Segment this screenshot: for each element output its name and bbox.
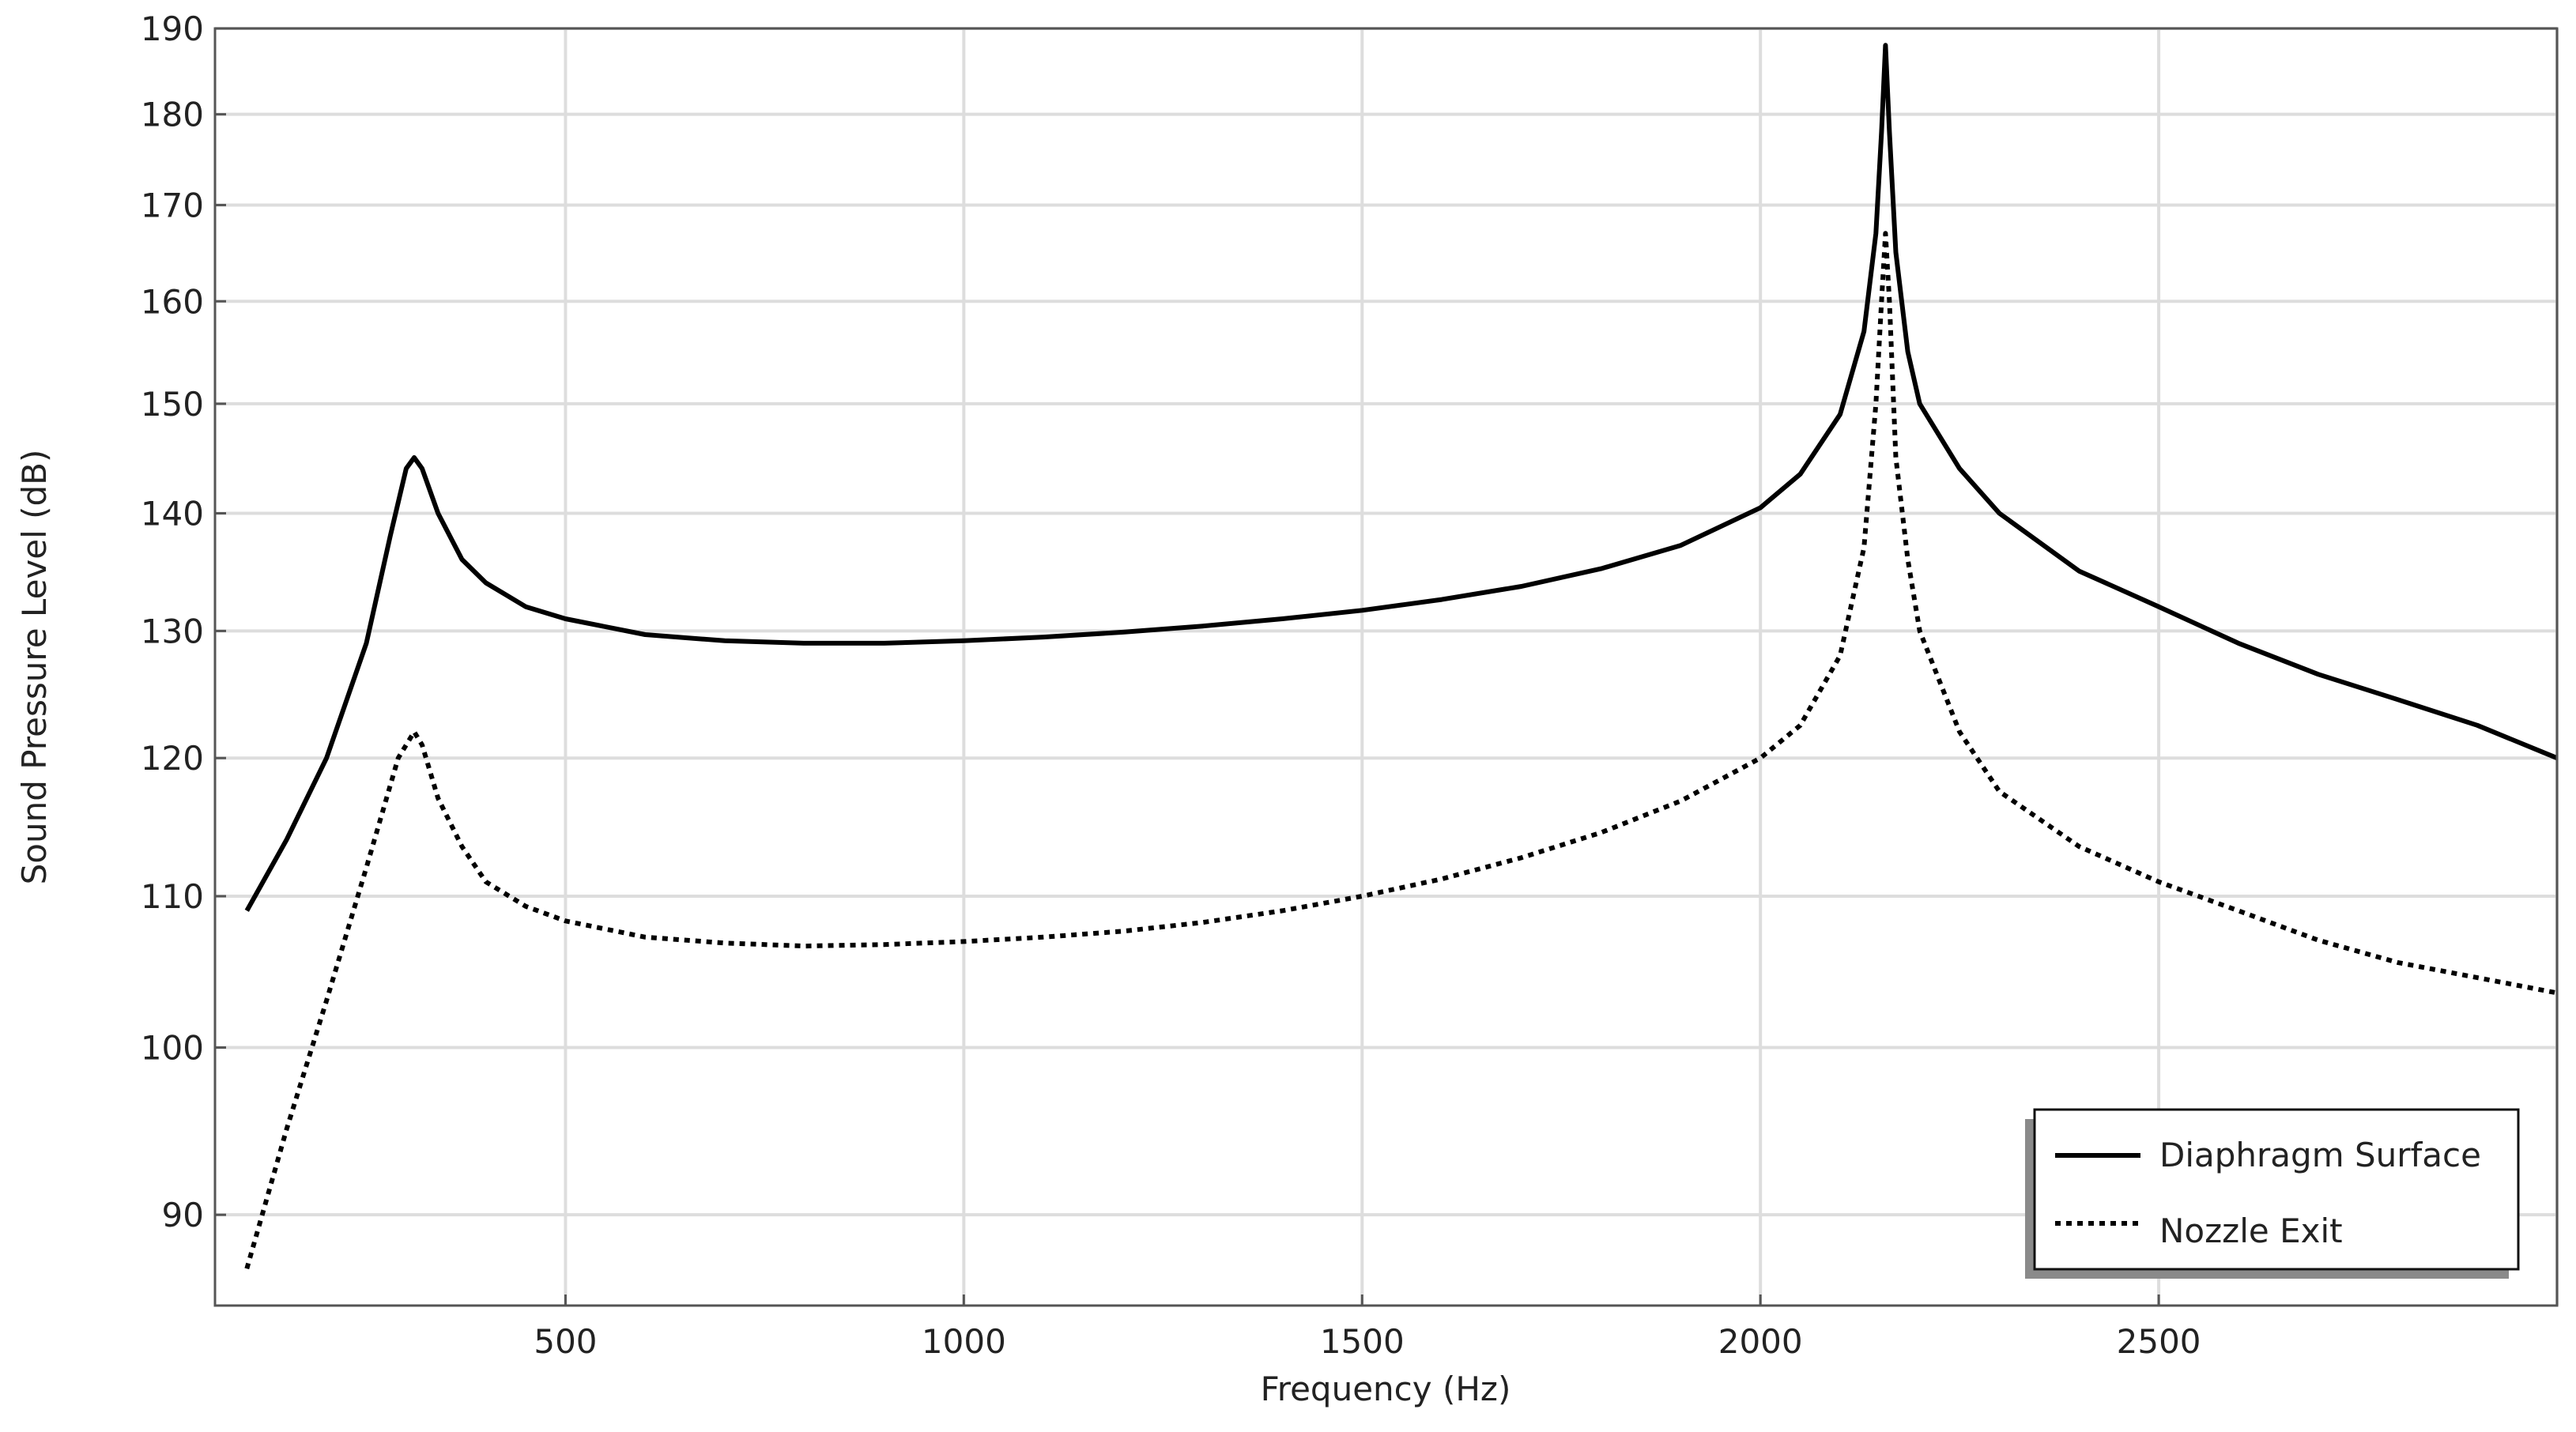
legend-label-nozzle-exit: Nozzle Exit <box>2159 1212 2343 1250</box>
y-tick-label: 160 <box>141 282 204 321</box>
y-tick-label: 190 <box>141 9 204 48</box>
y-tick-label: 130 <box>141 612 204 650</box>
y-tick-label: 150 <box>141 385 204 424</box>
y-tick-label: 100 <box>141 1028 204 1067</box>
y-tick-label: 170 <box>141 186 204 224</box>
legend-label-diaphragm-surface: Diaphragm Surface <box>2159 1136 2481 1174</box>
series-layer <box>244 43 2559 1270</box>
x-axis-title: Frequency (Hz) <box>1261 1370 1511 1408</box>
y-tick-label: 110 <box>141 877 204 916</box>
series-line-diaphragm-surface <box>244 43 2559 912</box>
x-tick-label: 2000 <box>1718 1322 1803 1361</box>
series-line-nozzle-exit <box>244 231 2558 1270</box>
y-tick-label: 140 <box>141 495 204 533</box>
x-tick-label: 500 <box>534 1322 597 1361</box>
legend-box <box>2033 1108 2520 1271</box>
plot-frame <box>213 27 2559 1307</box>
tick-labels: 500 1000 1500 2000 2500 90 100 110 120 130 140 150 1… <box>141 9 2201 1361</box>
legend: Diaphragm Surface Nozzle Exit <box>2025 1108 2520 1279</box>
grid <box>215 27 2559 1306</box>
plot-area <box>215 28 2557 1306</box>
y-tick-label: 120 <box>141 739 204 778</box>
y-axis-title: Sound Pressure Level (dB) <box>15 450 54 885</box>
x-tick-label: 1000 <box>922 1322 1006 1361</box>
x-tick-label: 2500 <box>2117 1322 2201 1361</box>
x-tick-label: 1500 <box>1320 1322 1405 1361</box>
y-tick-label: 180 <box>141 96 204 134</box>
y-tick-label: 90 <box>162 1196 204 1234</box>
